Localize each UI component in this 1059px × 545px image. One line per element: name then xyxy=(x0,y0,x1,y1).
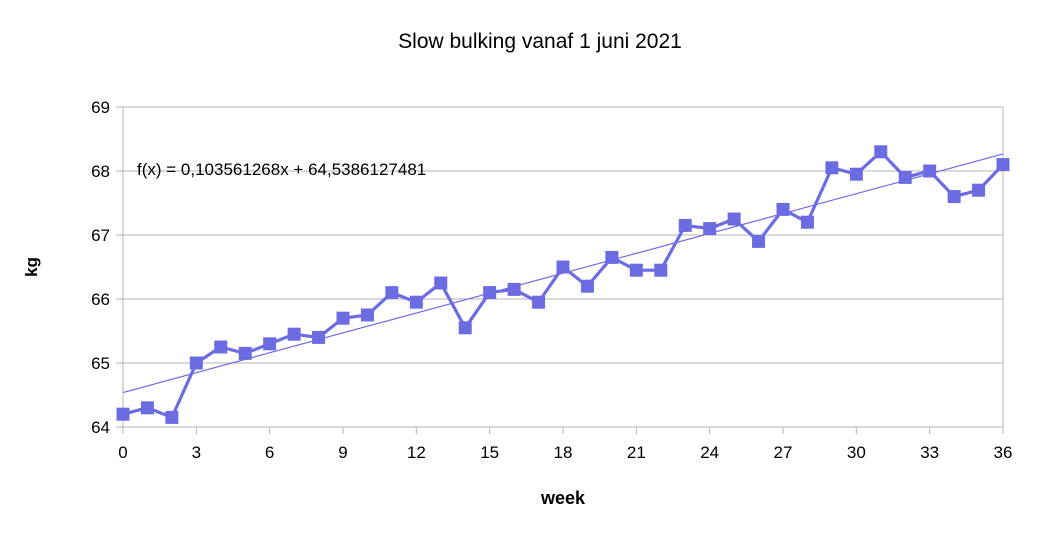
data-point xyxy=(507,282,521,296)
data-point xyxy=(312,330,326,344)
data-point xyxy=(140,401,154,415)
y-tick-label: 69 xyxy=(91,98,110,117)
data-point xyxy=(898,170,912,184)
x-tick-label: 27 xyxy=(774,443,793,462)
trendline-equation: f(x) = 0,103561268x + 64,5386127481 xyxy=(137,160,427,179)
data-point xyxy=(409,295,423,309)
x-tick-label: 33 xyxy=(920,443,939,462)
data-point xyxy=(923,164,937,178)
x-tick-label: 18 xyxy=(554,443,573,462)
x-tick-label: 12 xyxy=(407,443,426,462)
data-point xyxy=(727,212,741,226)
data-point xyxy=(189,356,203,370)
data-point xyxy=(947,190,961,204)
data-point xyxy=(996,158,1010,172)
data-point xyxy=(214,340,228,354)
data-point xyxy=(458,321,472,335)
data-point xyxy=(629,263,643,277)
x-tick-label: 30 xyxy=(847,443,866,462)
x-tick-label: 3 xyxy=(192,443,201,462)
y-tick-label: 64 xyxy=(91,418,110,437)
data-point xyxy=(703,222,717,236)
x-tick-label: 36 xyxy=(994,443,1013,462)
data-point xyxy=(483,286,497,300)
y-axis-label: kg xyxy=(21,257,41,277)
y-tick-label: 67 xyxy=(91,226,110,245)
data-point xyxy=(752,234,766,248)
data-point xyxy=(678,218,692,232)
data-point xyxy=(287,327,301,341)
data-point xyxy=(532,295,546,309)
data-point xyxy=(165,410,179,424)
x-tick-label: 6 xyxy=(265,443,274,462)
data-point xyxy=(605,250,619,264)
data-point xyxy=(385,286,399,300)
data-point xyxy=(336,311,350,325)
data-point xyxy=(238,346,252,360)
x-tick-label: 21 xyxy=(627,443,646,462)
data-point xyxy=(556,260,570,274)
y-tick-label: 68 xyxy=(91,162,110,181)
x-tick-label: 24 xyxy=(700,443,719,462)
data-point xyxy=(849,167,863,181)
y-tick-label: 66 xyxy=(91,290,110,309)
data-point xyxy=(360,308,374,322)
data-point xyxy=(116,407,130,421)
data-point xyxy=(776,202,790,216)
data-point xyxy=(263,337,277,351)
data-point xyxy=(972,183,986,197)
data-point xyxy=(800,215,814,229)
chart-title: Slow bulking vanaf 1 juni 2021 xyxy=(398,30,682,53)
x-tick-label: 9 xyxy=(338,443,347,462)
data-point xyxy=(654,263,668,277)
data-point xyxy=(580,279,594,293)
data-point xyxy=(434,276,448,290)
x-tick-label: 0 xyxy=(118,443,127,462)
data-line xyxy=(122,150,1005,419)
data-point xyxy=(825,161,839,175)
x-axis-label: week xyxy=(540,488,586,508)
data-point xyxy=(874,145,888,159)
x-tick-label: 15 xyxy=(480,443,499,462)
y-tick-label: 65 xyxy=(91,354,110,373)
